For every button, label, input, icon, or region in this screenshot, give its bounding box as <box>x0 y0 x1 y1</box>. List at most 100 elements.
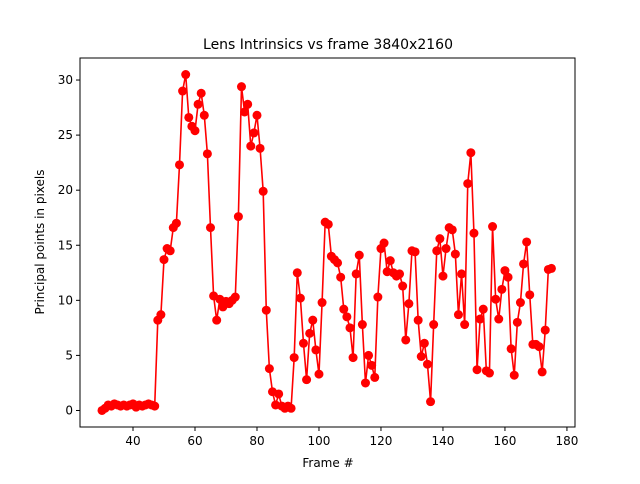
data-point <box>478 304 488 314</box>
data-point <box>292 268 302 278</box>
data-point <box>466 148 476 158</box>
data-point <box>165 246 175 256</box>
x-tick-label: 120 <box>370 434 393 448</box>
data-point <box>345 323 355 333</box>
data-point <box>240 107 250 117</box>
y-tick-label: 30 <box>58 73 73 87</box>
data-point <box>370 372 380 382</box>
data-point <box>184 112 194 122</box>
data-point <box>196 88 206 98</box>
data-point <box>484 368 494 378</box>
data-point <box>298 338 308 348</box>
data-point <box>156 310 166 320</box>
data-point <box>475 314 485 324</box>
data-point <box>230 292 240 302</box>
data-point <box>497 284 507 294</box>
data-point <box>469 228 479 238</box>
data-point <box>351 269 361 279</box>
data-point <box>494 314 504 324</box>
data-point <box>367 360 377 370</box>
data-point <box>264 364 274 374</box>
data-point <box>305 328 315 338</box>
data-point <box>193 99 203 109</box>
data-point <box>401 335 411 345</box>
data-point <box>429 320 439 330</box>
data-point <box>460 320 470 330</box>
data-point <box>252 110 262 120</box>
data-point <box>311 345 321 355</box>
chart-title: Lens Intrinsics vs frame 3840x2160 <box>203 37 453 53</box>
data-point <box>503 272 513 282</box>
data-point <box>410 247 420 257</box>
data-point <box>364 350 374 360</box>
data-point <box>308 315 318 325</box>
data-point <box>205 223 215 233</box>
data-point <box>150 401 160 411</box>
data-point <box>413 315 423 325</box>
data-point <box>385 256 395 266</box>
x-tick-label: 160 <box>493 434 516 448</box>
data-point <box>342 312 352 322</box>
y-tick-label: 10 <box>58 293 73 307</box>
data-point <box>519 259 529 269</box>
data-point <box>546 263 556 273</box>
data-point <box>243 99 253 109</box>
data-point <box>457 269 467 279</box>
data-point <box>171 218 181 228</box>
data-point <box>515 298 525 308</box>
data-point <box>419 338 429 348</box>
data-point <box>289 353 299 363</box>
data-point <box>317 298 327 308</box>
data-point <box>258 186 268 196</box>
data-point <box>246 141 256 151</box>
data-point <box>491 294 501 304</box>
data-point <box>333 258 343 268</box>
data-point <box>357 320 367 330</box>
data-point <box>472 365 482 375</box>
data-point <box>286 403 296 413</box>
y-tick-label: 5 <box>65 348 73 362</box>
data-point <box>360 378 370 388</box>
y-tick-label: 20 <box>58 183 73 197</box>
data-point <box>339 304 349 314</box>
data-point <box>438 271 448 281</box>
data-point <box>236 82 246 92</box>
data-point <box>199 110 209 120</box>
data-point <box>488 222 498 232</box>
data-point <box>506 344 516 354</box>
data-point <box>354 250 364 260</box>
x-tick-label: 60 <box>187 434 202 448</box>
x-axis: 40 60 80 100 120 140 160 180 <box>125 427 578 448</box>
data-point <box>398 281 408 291</box>
data-point <box>379 238 389 248</box>
x-tick-label: 140 <box>432 434 455 448</box>
data-point <box>450 249 460 259</box>
data-point <box>435 234 445 244</box>
data-point <box>348 353 358 363</box>
data-point <box>249 128 259 138</box>
data-point <box>178 86 188 96</box>
data-point <box>295 293 305 303</box>
x-tick-label: 100 <box>308 434 331 448</box>
x-tick-label: 180 <box>555 434 578 448</box>
data-point <box>190 126 200 136</box>
series-line <box>101 74 552 412</box>
data-point <box>534 342 544 352</box>
data-point <box>426 397 436 407</box>
data-point <box>233 212 243 222</box>
data-point <box>416 352 426 362</box>
data-point <box>323 219 333 229</box>
data-point <box>314 369 324 379</box>
axes-frame <box>79 57 576 428</box>
data-point <box>255 143 265 153</box>
y-axis: 0 5 10 15 20 25 30 <box>58 73 80 417</box>
data-point <box>336 272 346 282</box>
data-point <box>274 389 284 399</box>
data-point <box>302 375 312 385</box>
data-point <box>432 246 442 256</box>
data-point <box>447 225 457 235</box>
x-axis-label: Frame # <box>302 456 353 470</box>
data-point <box>463 179 473 189</box>
data-point <box>159 255 169 265</box>
